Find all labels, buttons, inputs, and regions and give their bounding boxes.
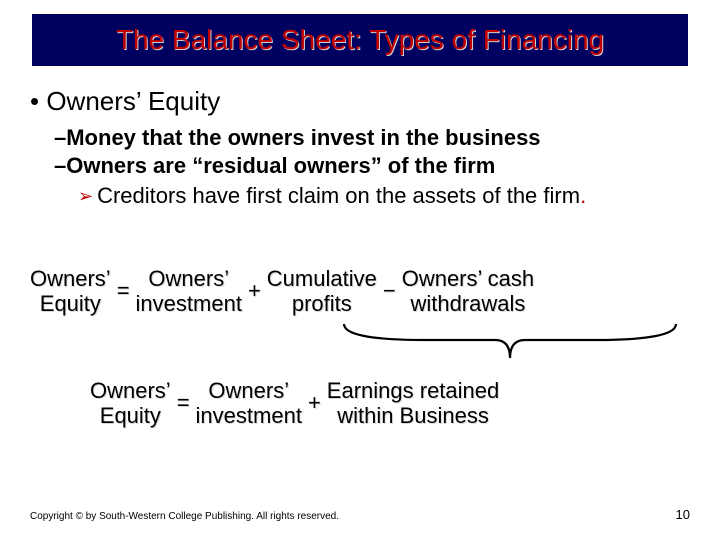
eq1-term1: Owners’Equity (30, 266, 111, 317)
bullet-level1: • Owners’ Equity (30, 86, 690, 117)
eq1-minus: − (377, 278, 402, 304)
slide-title: The Balance Sheet: Types of Financing (116, 24, 604, 56)
bullet-level3-row: ➢ Creditors have first claim on the asse… (78, 183, 690, 209)
title-banner: The Balance Sheet: Types of Financing (32, 14, 688, 66)
content-area: • Owners’ Equity –Money that the owners … (30, 86, 690, 209)
eq2-plus: + (302, 390, 327, 416)
eq2-equals: = (171, 390, 196, 416)
bullet-level2-b: –Owners are “residual owners” of the fir… (54, 153, 690, 179)
eq1-term3: Cumulativeprofits (267, 266, 377, 317)
page-number: 10 (676, 507, 690, 522)
equation-2: Owners’Equity = Owners’investment + Earn… (30, 378, 700, 429)
eq2-term1: Owners’Equity (90, 378, 171, 429)
curly-brace-icon (340, 320, 680, 368)
copyright-footer: Copyright © by South-Western College Pub… (30, 511, 339, 522)
equation-1: Owners’Equity = Owners’investment + Cumu… (30, 266, 700, 317)
eq1-equals: = (111, 278, 136, 304)
bullet-level2-a: –Money that the owners invest in the bus… (54, 125, 690, 151)
eq1-term2: Owners’investment (136, 266, 242, 317)
eq1-term4: Owners’ cashwithdrawals (402, 266, 534, 317)
eq1-plus: + (242, 278, 267, 304)
bullet-level3-text: Creditors have first claim on the assets… (97, 183, 586, 209)
eq2-term3: Earnings retainedwithin Business (327, 378, 499, 429)
eq2-term2: Owners’investment (196, 378, 302, 429)
arrow-bullet-icon: ➢ (78, 183, 93, 209)
